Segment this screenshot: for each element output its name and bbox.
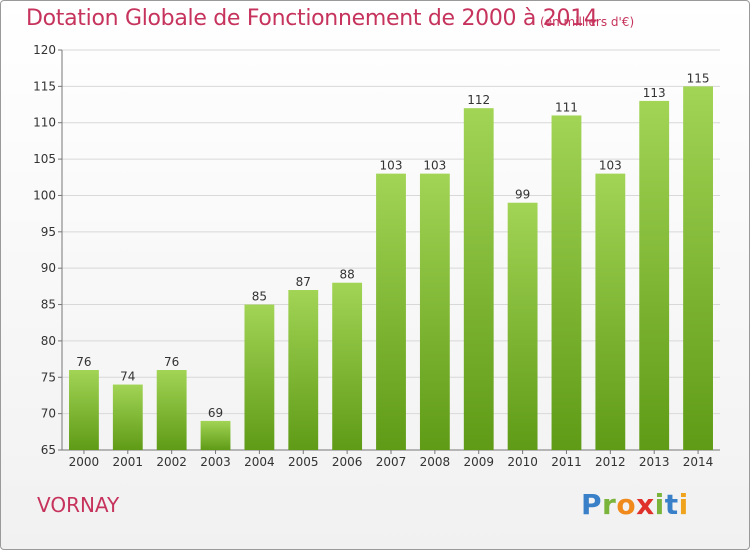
x-tick-label: 2005 [288, 455, 319, 469]
chart-unit-subtitle: (en milliers d'€) [540, 15, 635, 29]
data-label: 74 [120, 370, 135, 384]
bar [69, 370, 99, 450]
y-tick-label: 70 [41, 407, 56, 421]
data-label: 87 [296, 275, 311, 289]
data-label: 103 [380, 159, 403, 173]
data-label: 111 [555, 100, 578, 114]
y-tick-label: 90 [41, 261, 56, 275]
data-label: 115 [687, 71, 710, 85]
logo-letter: o [616, 488, 637, 521]
data-label: 103 [599, 159, 622, 173]
x-tick-label: 2004 [244, 455, 275, 469]
bar [288, 290, 319, 450]
x-tick-label: 2012 [595, 455, 626, 469]
x-tick-label: 2007 [376, 455, 407, 469]
data-label: 99 [515, 188, 530, 202]
x-tick-label: 2009 [463, 455, 494, 469]
axes: 65 70 75 80 85 90 95 100 105 110 115 120 2000 2001 200… [33, 43, 720, 469]
bars [69, 86, 713, 451]
y-tick-label: 85 [41, 298, 56, 312]
bar [419, 173, 450, 451]
x-tick-label: 2000 [69, 455, 100, 469]
logo-letter: i [654, 488, 665, 521]
y-tick-label: 80 [41, 334, 56, 348]
bar [551, 115, 582, 451]
y-tick-label: 105 [33, 152, 56, 166]
proxiti-logo: Proxiti [581, 488, 689, 521]
x-tick-label: 2008 [420, 455, 451, 469]
x-tick-label: 2013 [639, 455, 670, 469]
logo-letter: x [636, 488, 655, 521]
bar [244, 304, 275, 450]
data-label: 76 [76, 355, 91, 369]
bar [156, 370, 187, 450]
bar [376, 173, 406, 451]
logo-letter: i [678, 488, 689, 521]
data-label: 85 [252, 290, 267, 304]
data-label: 113 [643, 86, 666, 100]
bar [200, 420, 231, 450]
data-label: 76 [164, 355, 179, 369]
y-tick-label: 65 [41, 443, 56, 457]
data-label: 103 [423, 159, 446, 173]
x-tick-label: 2006 [332, 455, 363, 469]
y-tick-label: 110 [33, 116, 56, 130]
y-tick-label: 95 [41, 225, 56, 239]
y-tick-label: 100 [33, 188, 56, 202]
data-label: 69 [208, 406, 223, 420]
x-tick-label: 2001 [113, 455, 144, 469]
data-labels: 76 74 76 69 85 87 88 103 103 112 99 111 103 113 115 [76, 71, 709, 420]
bar [463, 108, 494, 450]
x-tick-label: 2003 [200, 455, 231, 469]
bar [332, 282, 363, 450]
bar [683, 86, 713, 450]
data-label: 88 [339, 268, 354, 282]
chart-title: Dotation Globale de Fonctionnement de 20… [26, 6, 598, 31]
bar [639, 100, 670, 450]
bar [507, 202, 538, 450]
commune-name: VORNAY [37, 493, 120, 517]
bar [112, 384, 143, 450]
x-tick-label: 2014 [683, 455, 714, 469]
logo-letter: t [664, 488, 679, 521]
x-tick-label: 2002 [156, 455, 187, 469]
x-tick-label: 2011 [551, 455, 582, 469]
x-tick-label: 2010 [507, 455, 538, 469]
data-label: 112 [467, 93, 490, 107]
logo-letter: P [581, 488, 603, 521]
y-tick-label: 75 [41, 370, 56, 384]
bar [595, 173, 626, 451]
logo-letter: r [602, 488, 617, 521]
y-tick-label: 115 [33, 79, 56, 93]
y-tick-label: 120 [33, 43, 56, 57]
